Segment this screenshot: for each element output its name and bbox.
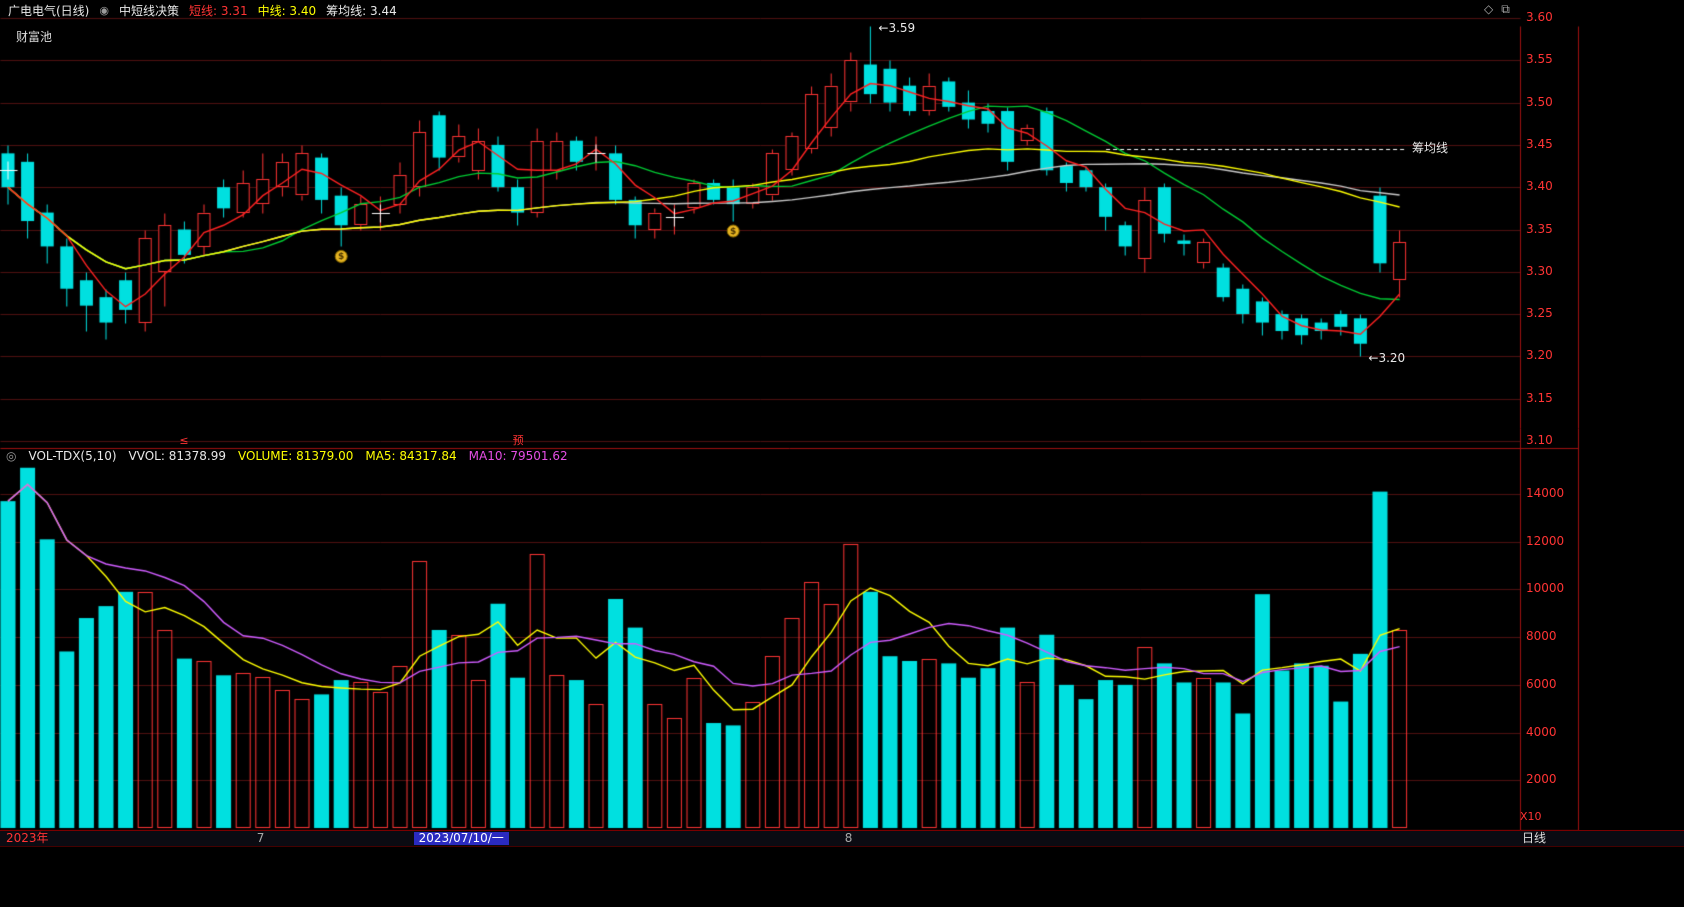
mid-line-readout: 中线: 3.40	[257, 3, 317, 18]
time-axis-bar: 日线 2023年 7 2023/07/10/一 8	[0, 830, 1684, 847]
diamond-icon[interactable]: ◇	[1484, 2, 1494, 16]
period-selector[interactable]: 日线	[1522, 831, 1547, 845]
x-axis-label: 8	[844, 831, 853, 845]
vvol-readout: VVOL: 81378.99	[128, 449, 226, 463]
stock-title[interactable]: 广电电气(日线)	[8, 3, 90, 18]
topbar: 广电电气(日线) ◉ 中短线决策 短线: 3.31 中线: 3.40 筹均线: …	[0, 0, 1684, 20]
indicator-name[interactable]: 中短线决策	[118, 3, 179, 18]
volume-readout: VOLUME: 81379.00	[237, 449, 354, 463]
window-icon[interactable]: ⧉	[1501, 2, 1510, 16]
volume-header: ◎ VOL-TDX(5,10) VVOL: 81378.99 VOLUME: 8…	[6, 449, 568, 463]
vol-ma10-readout: MA10: 79501.62	[468, 449, 568, 463]
x-axis-date-highlight: 2023/07/10/一	[413, 832, 509, 845]
vol-indicator-dot-icon: ◎	[6, 449, 17, 463]
x-axis-label: 7	[256, 831, 265, 845]
x-axis-label: 2023年	[6, 831, 49, 845]
chip-line-readout: 筹均线: 3.44	[326, 3, 397, 18]
indicator-dot-icon: ◉	[99, 3, 109, 17]
vol-ma5-readout: MA5: 84317.84	[365, 449, 457, 463]
wealth-pool-label[interactable]: 财富池	[16, 30, 53, 44]
topbar-icons: ◇ ⧉	[1484, 2, 1510, 17]
volume-multiplier-label: X10	[1520, 810, 1542, 823]
vol-indicator-name[interactable]: VOL-TDX(5,10)	[28, 449, 117, 463]
short-line-readout: 短线: 3.31	[189, 3, 248, 18]
